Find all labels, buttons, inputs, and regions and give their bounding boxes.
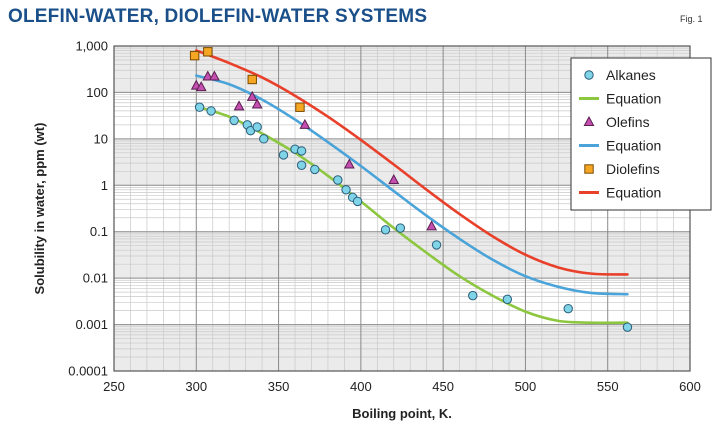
y-tick-label: 1,000	[75, 39, 108, 54]
x-tick-label: 350	[268, 379, 290, 394]
legend-marker-alkanes	[584, 70, 594, 80]
y-tick-label: 10	[94, 131, 108, 146]
alkanes-point	[502, 294, 513, 305]
legend-label: Equation	[606, 138, 661, 154]
alkanes-point	[352, 196, 363, 207]
legend-label: Alkanes	[606, 67, 656, 83]
alkanes-point	[296, 160, 307, 170]
legend-marker-diolefins	[584, 164, 594, 174]
chart-title: Olefin-water, diolefin-water systems	[8, 6, 428, 27]
legend-label: Equation	[606, 185, 661, 201]
y-tick-label: 1	[101, 178, 108, 193]
y-tick-label: 0.01	[83, 271, 108, 286]
legend-box	[570, 57, 712, 211]
alkanes-point	[229, 115, 239, 126]
data-points	[189, 47, 633, 332]
alkanes-point	[341, 185, 351, 195]
alkanes-point	[296, 146, 307, 156]
y-tick-label: 100	[86, 85, 108, 100]
olefins-point	[233, 100, 245, 111]
diolefins-point	[189, 50, 200, 61]
y-tick-label: 0.001	[75, 317, 108, 332]
decade-band	[114, 324, 690, 371]
y-axis-label: Solubility in water, ppm (wt)	[32, 123, 47, 295]
y-tick-label: 0.1	[90, 224, 108, 239]
olefins-point	[246, 90, 258, 101]
alkanes-point	[333, 175, 343, 185]
alkanes-point	[395, 223, 406, 233]
decade-band	[114, 231, 690, 279]
alkanes-point	[380, 225, 391, 235]
alkanes-point	[431, 240, 442, 250]
alkanes-point	[194, 102, 205, 112]
x-tick-labels: 250 300 350 400 450 500 550 600	[103, 379, 701, 394]
x-tick-label: 300	[185, 379, 207, 394]
alkanes-point	[252, 122, 262, 132]
olefins-point	[388, 173, 400, 184]
equation-curve-3	[194, 49, 629, 276]
legend: Alkanes Equation Olefins Equation Diolefins E…	[570, 57, 712, 211]
olefins-point	[202, 70, 214, 81]
olefins-point	[426, 220, 438, 231]
x-tick-label: 600	[679, 379, 701, 394]
legend-label: Olefins	[606, 114, 650, 130]
olefins-point	[299, 118, 311, 129]
alkanes-point	[468, 290, 478, 301]
alkanes-point	[563, 303, 573, 314]
x-tick-label: 250	[103, 379, 125, 394]
y-tick-label: 0.0001	[68, 364, 108, 379]
legend-marker-olefins	[583, 115, 595, 126]
x-axis-label: Boiling point, K.	[352, 406, 452, 421]
figure-label: Fig. 1	[680, 14, 703, 24]
alkanes-point	[622, 322, 633, 332]
diolefins-point	[203, 47, 213, 57]
alkanes-point	[278, 150, 289, 160]
legend-label: Diolefins	[606, 161, 660, 177]
alkanes-point	[310, 164, 320, 175]
x-tick-label: 400	[350, 379, 372, 394]
olefins-point	[343, 158, 355, 169]
x-tick-label: 450	[432, 379, 454, 394]
equation-curve-2	[194, 74, 629, 296]
diolefins-point	[247, 74, 257, 85]
alkanes-point	[259, 134, 269, 144]
x-tick-label: 550	[597, 379, 619, 394]
olefins-point	[251, 98, 263, 109]
olefins-point	[208, 70, 220, 81]
y-tick-labels: 0.0001 0.001 0.01 0.1 1 10 100 1,000	[68, 39, 108, 379]
diolefins-point	[295, 102, 305, 112]
olefins-point	[195, 81, 207, 92]
x-tick-label: 500	[515, 379, 537, 394]
legend-label: Equation	[606, 91, 661, 107]
alkanes-point	[206, 106, 216, 116]
